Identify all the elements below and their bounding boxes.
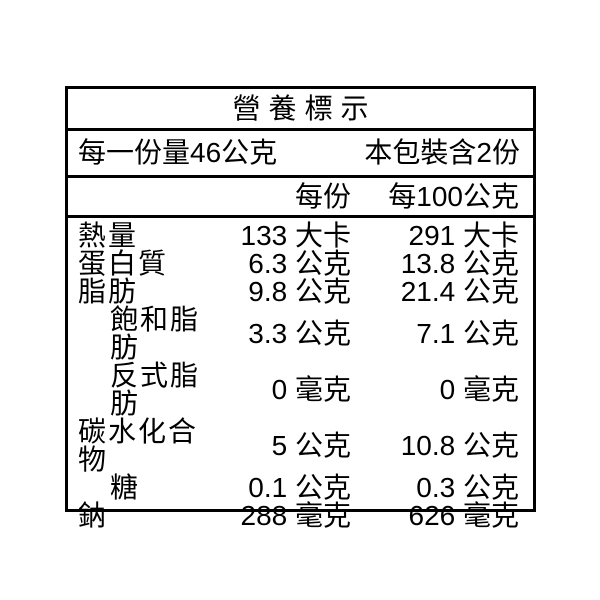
- per-100g-value: 13.8 公克: [400, 248, 519, 279]
- per-100g-value: 0.3 公克: [416, 472, 519, 503]
- nutrient-name: 熱量: [78, 220, 139, 251]
- per-serving-value: 0.1 公克: [248, 472, 351, 503]
- nutrient-name: 蛋白質: [78, 248, 169, 279]
- nutrient-name: 脂肪: [78, 276, 139, 307]
- nutrient-row: 蛋白質 6.3 公克 13.8 公克: [78, 250, 519, 278]
- per-serving-value: 0 毫克: [271, 374, 351, 405]
- per-100g-value: 21.4 公克: [400, 276, 519, 307]
- nutrient-row: 碳水化合物 5 公克 10.8 公克: [78, 418, 519, 474]
- per-serving-value: 5 公克: [271, 430, 351, 461]
- servings-per-package-text: 本包裝含2份: [364, 137, 520, 168]
- nutrient-row: 熱量 133 大卡 291 大卡: [78, 222, 519, 250]
- per-serving-value: 6.3 公克: [248, 248, 351, 279]
- nutrient-name: 鈉: [78, 500, 109, 531]
- per-100g-column-header: 每100公克: [388, 180, 519, 212]
- label-title: 營養標示: [232, 92, 377, 124]
- nutrient-row: 脂肪 9.8 公克 21.4 公克: [78, 278, 519, 306]
- nutrient-name: 飽和脂肪: [110, 304, 201, 363]
- per-100g-value: 10.8 公克: [400, 430, 519, 461]
- nutrition-label: 營養標示 每一份量46公克 本包裝含2份 每份 每100公克 熱量 133 大卡…: [65, 86, 536, 530]
- nutrient-name: 反式脂肪: [110, 360, 201, 419]
- per-serving-value: 3.3 公克: [248, 318, 351, 349]
- nutrient-row: 飽和脂肪 3.3 公克 7.1 公克: [78, 306, 519, 362]
- per-serving-value: 133 大卡: [240, 220, 352, 251]
- per-serving-value: 288 毫克: [240, 500, 352, 531]
- nutrient-row: 糖 0.1 公克 0.3 公克: [78, 474, 519, 502]
- per-100g-value: 7.1 公克: [416, 318, 519, 349]
- per-100g-value: 291 大卡: [408, 220, 520, 251]
- nutrient-name: 碳水化合物: [78, 416, 199, 475]
- per-100g-value: 626 毫克: [408, 500, 520, 531]
- per-serving-value: 9.8 公克: [248, 276, 351, 307]
- nutrient-row: 鈉 288 毫克 626 毫克: [78, 502, 519, 530]
- per-serving-column-header: 每份: [294, 180, 351, 212]
- nutrient-table-body: 熱量 133 大卡 291 大卡 蛋白質 6.3 公克 13.8 公克 脂肪 9…: [68, 218, 533, 534]
- nutrient-name: 糖: [110, 472, 141, 503]
- serving-info-row: 每一份量46公克 本包裝含2份: [68, 131, 533, 178]
- per-100g-value: 0 毫克: [439, 374, 519, 405]
- column-header-row: 每份 每100公克: [68, 178, 533, 218]
- nutrient-row: 反式脂肪 0 毫克 0 毫克: [78, 362, 519, 418]
- label-title-row: 營養標示: [68, 89, 533, 131]
- serving-size-text: 每一份量46公克: [78, 137, 278, 168]
